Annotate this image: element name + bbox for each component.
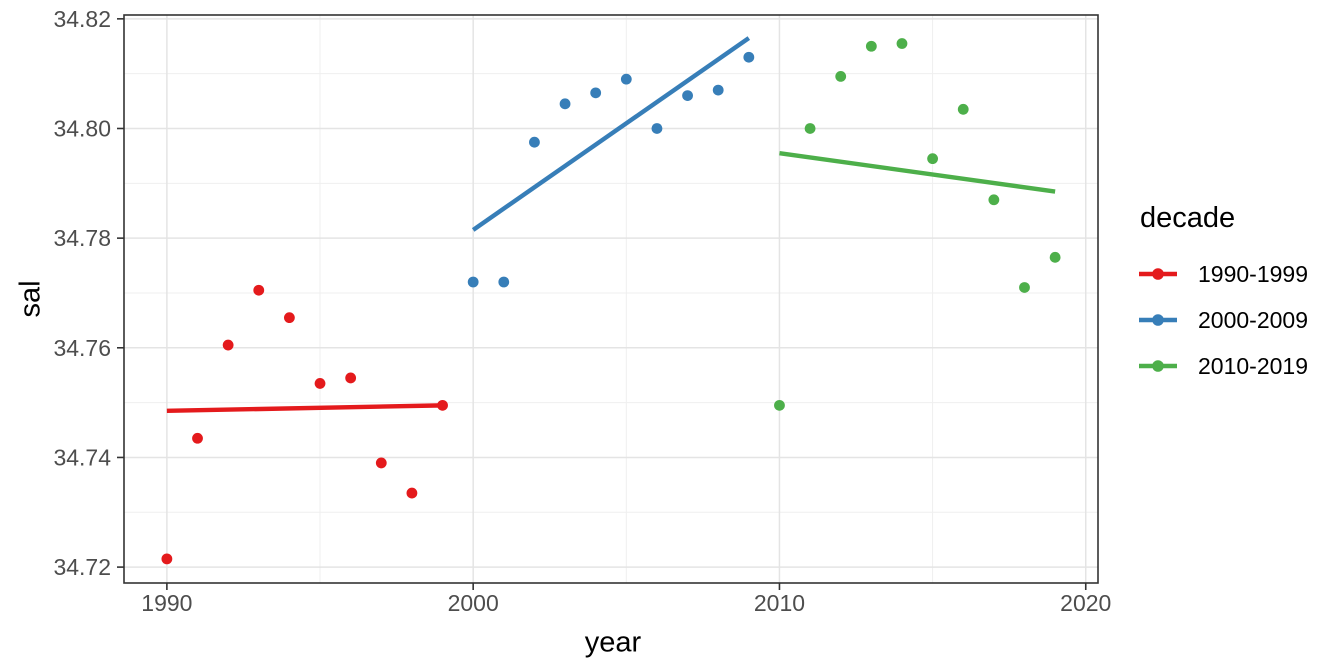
data-point	[406, 487, 418, 499]
trend-lines-layer	[166, 36, 1056, 414]
data-point	[345, 372, 357, 384]
panel-border-rect	[123, 14, 1099, 584]
data-point	[314, 378, 326, 389]
axis-tick-marks	[117, 18, 1087, 590]
data-point	[467, 276, 479, 288]
trend-line	[166, 403, 443, 414]
x-tick-label: 2010	[754, 590, 805, 616]
major-gridlines	[124, 15, 1098, 583]
x-tick-label: 2000	[448, 590, 499, 616]
data-point	[559, 98, 571, 110]
data-point	[712, 84, 724, 96]
data-point	[1049, 251, 1061, 263]
x-axis-tick-labels: 1990 2000 2010 2020	[141, 590, 1111, 616]
trend-line	[471, 36, 751, 232]
data-point	[283, 312, 295, 324]
data-point	[375, 457, 387, 469]
minor-gridlines	[124, 15, 1098, 583]
legend-title: decade	[1140, 202, 1236, 234]
data-point	[774, 399, 785, 411]
trend-line	[779, 150, 1056, 194]
legend-key-line-dot-icon	[1139, 360, 1177, 372]
data-point	[896, 38, 908, 49]
data-point	[804, 123, 816, 134]
data-point	[743, 51, 755, 63]
y-axis-tick-labels: 34.72 34.74 34.76 34.78 34.80 34.82	[53, 6, 111, 580]
y-axis-title: sal	[14, 280, 47, 318]
legend: decade 1990-1999 2000-2009 2010-2019	[1138, 202, 1308, 389]
data-point	[590, 87, 602, 99]
x-tick-label: 2020	[1060, 590, 1111, 616]
data-point	[161, 553, 173, 565]
legend-item-label: 2010-2019	[1198, 352, 1308, 379]
y-tick-label: 34.82	[53, 6, 111, 32]
data-point	[988, 194, 1000, 206]
data-point	[682, 90, 693, 101]
data-point	[620, 73, 632, 85]
data-point	[651, 123, 663, 134]
data-point	[865, 40, 877, 52]
y-tick-label: 34.74	[53, 444, 111, 470]
legend-item-label: 2000-2009	[1198, 306, 1308, 333]
y-tick-label: 34.78	[53, 225, 111, 251]
data-point	[957, 103, 969, 115]
data-points-layer	[161, 38, 1061, 565]
legend-key-line-dot-icon	[1139, 268, 1177, 280]
legend-key-line-dot-icon	[1139, 314, 1177, 326]
y-tick-label: 34.80	[53, 115, 111, 141]
x-tick-label: 1990	[141, 590, 192, 616]
panel-border	[123, 14, 1099, 584]
data-point	[253, 284, 265, 296]
legend-item-2000-2009: 2000-2009	[1138, 297, 1308, 343]
legend-item-1990-1999: 1990-1999	[1138, 251, 1308, 297]
data-point	[192, 432, 203, 444]
data-point	[1019, 282, 1030, 293]
data-point	[498, 276, 510, 288]
data-point	[835, 71, 847, 82]
legend-item-2010-2019: 2010-2019	[1138, 343, 1308, 389]
y-tick-label: 34.72	[53, 554, 111, 580]
x-axis-title: year	[584, 626, 642, 659]
y-tick-label: 34.76	[53, 335, 111, 361]
legend-item-label: 1990-1999	[1198, 260, 1308, 287]
data-point	[529, 136, 540, 148]
data-point	[222, 339, 234, 351]
data-point	[927, 153, 939, 165]
